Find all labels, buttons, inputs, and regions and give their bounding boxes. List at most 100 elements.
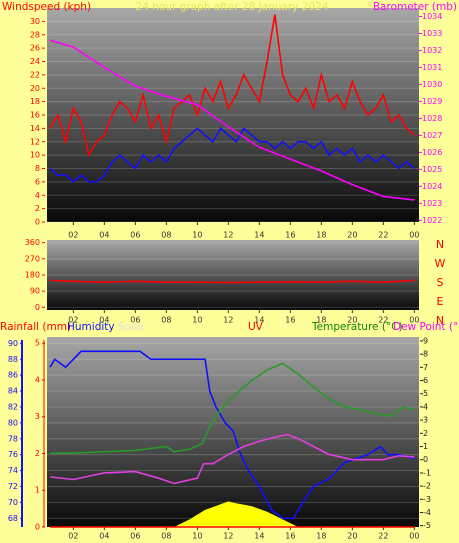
- x-tick-label: 06: [130, 231, 140, 240]
- compass-label: N: [436, 314, 444, 327]
- y-tick-label: 24: [30, 57, 40, 66]
- y-tick-label: 76: [8, 450, 18, 459]
- y3-tick-label: 0: [35, 523, 40, 532]
- y-tick-label: 0: [35, 303, 40, 312]
- y-tick-label: 8: [35, 164, 40, 173]
- area: [174, 501, 299, 527]
- x-tick-label: 12: [223, 231, 233, 240]
- x-tick-label: 14: [254, 231, 264, 240]
- line: [50, 433, 415, 485]
- y-tick-label: 88: [8, 355, 18, 364]
- y-tick-label: 26: [30, 44, 40, 53]
- x-tick-label: 20: [347, 316, 357, 325]
- y-tick-label: 180: [25, 271, 40, 280]
- y-tick-label: 14: [30, 124, 40, 133]
- axis-title: 24 hour graph after 28 January 2024: [136, 1, 329, 13]
- x-tick-label: 16: [285, 316, 295, 325]
- x-tick-label: 18: [316, 532, 326, 541]
- y2-tick-label: 1034: [422, 12, 442, 21]
- y2-tick-label: 4: [423, 402, 428, 411]
- y2-tick-label: 0: [423, 455, 428, 464]
- x-tick-label: 00: [409, 231, 419, 240]
- x-tick-label: 22: [378, 231, 388, 240]
- x-tick-label: 22: [378, 316, 388, 325]
- y-tick-label: 6: [35, 177, 40, 186]
- x-tick-label: 12: [223, 316, 233, 325]
- y-tick-label: 20: [30, 84, 40, 93]
- y-tick-label: 80: [8, 418, 18, 427]
- y-tick-label: 30: [30, 17, 40, 26]
- compass-label: E: [437, 295, 444, 308]
- y2-tick-label: 1031: [422, 63, 442, 72]
- y2-tick-label: 5: [423, 389, 428, 398]
- y2-tick-label: 1033: [422, 29, 442, 38]
- y2-tick-label: 6: [423, 376, 428, 385]
- line: [50, 279, 415, 284]
- axis-title: UV: [248, 321, 264, 333]
- line: [49, 350, 415, 520]
- y3-tick-label: 3: [35, 412, 40, 421]
- x-tick-label: 16: [285, 532, 295, 541]
- y3-tick-label: 4: [35, 375, 40, 384]
- y-tick-label: 90: [8, 339, 18, 348]
- x-tick-label: 22: [378, 532, 388, 541]
- x-tick-label: 06: [130, 316, 140, 325]
- y-tick-label: 68: [8, 514, 18, 523]
- line: [50, 362, 415, 454]
- x-tick-label: 20: [347, 231, 357, 240]
- axis-title: Humidity: [67, 321, 115, 333]
- x-tick-label: 16: [285, 231, 295, 240]
- y3-tick-label: 5: [35, 339, 40, 348]
- y-tick-label: 360: [25, 238, 40, 247]
- x-tick-label: 08: [161, 316, 171, 325]
- y-tick-label: 10: [30, 151, 40, 160]
- compass-label: S: [437, 276, 444, 289]
- x-tick-label: 06: [130, 532, 140, 541]
- line: [49, 14, 415, 158]
- y-tick-label: 28: [30, 30, 40, 39]
- y-tick-label: 78: [8, 434, 18, 443]
- x-tick-label: 00: [409, 532, 419, 541]
- line: [49, 127, 415, 183]
- y-tick-label: 74: [8, 466, 18, 475]
- y2-tick-label: 1: [423, 442, 428, 451]
- y3-tick-label: 1: [35, 486, 40, 495]
- y-tick-label: 270: [25, 254, 40, 263]
- y-tick-label: 0: [35, 218, 40, 227]
- compass-label: N: [436, 238, 444, 251]
- axis-title: Solar: [118, 321, 145, 333]
- y-tick-label: 82: [8, 402, 18, 411]
- y-tick-label: 2: [35, 204, 40, 213]
- x-tick-label: 12: [223, 532, 233, 541]
- x-tick-label: 08: [161, 231, 171, 240]
- axis-title: Windspeed (kph): [2, 1, 91, 13]
- y2-tick-label: -5: [423, 521, 431, 530]
- x-tick-label: 10: [192, 532, 202, 541]
- x-tick-label: 04: [99, 532, 109, 541]
- x-tick-label: 02: [68, 532, 78, 541]
- y2-tick-label: 1025: [422, 165, 442, 174]
- y2-tick-label: 8: [423, 350, 428, 359]
- x-tick-label: 10: [192, 231, 202, 240]
- x-tick-label: 20: [347, 532, 357, 541]
- y2-tick-label: 2: [423, 429, 428, 438]
- y-tick-label: 18: [30, 97, 40, 106]
- y-tick-label: 70: [8, 498, 18, 507]
- y2-tick-label: 1032: [422, 46, 442, 55]
- axis-title: Barometer (mb): [373, 1, 457, 13]
- y2-tick-label: 1026: [422, 148, 442, 157]
- x-tick-label: 14: [254, 316, 264, 325]
- x-tick-label: 08: [161, 532, 171, 541]
- y2-tick-label: 7: [423, 363, 428, 372]
- plot-area: [47, 240, 419, 310]
- x-tick-label: 14: [254, 532, 264, 541]
- y-tick-label: 84: [8, 387, 18, 396]
- y2-tick-label: 9: [423, 336, 428, 345]
- y2-tick-label: -1: [423, 468, 431, 477]
- y-tick-label: 86: [8, 371, 18, 380]
- x-tick-label: 18: [316, 316, 326, 325]
- y2-tick-label: 1024: [422, 182, 442, 191]
- y-tick-label: 16: [30, 111, 40, 120]
- y2-tick-label: 1022: [422, 216, 442, 225]
